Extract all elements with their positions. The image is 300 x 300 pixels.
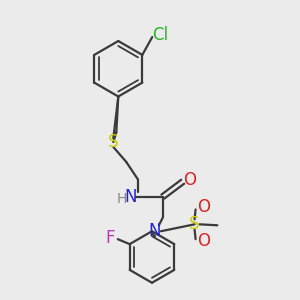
- Text: O: O: [197, 199, 210, 217]
- Text: N: N: [124, 188, 136, 206]
- Text: S: S: [108, 133, 119, 151]
- Text: Cl: Cl: [152, 26, 168, 44]
- Text: N: N: [149, 222, 161, 240]
- Text: F: F: [105, 229, 115, 247]
- Text: H: H: [117, 191, 128, 206]
- Text: O: O: [183, 171, 196, 189]
- Text: O: O: [197, 232, 210, 250]
- Text: S: S: [189, 215, 200, 233]
